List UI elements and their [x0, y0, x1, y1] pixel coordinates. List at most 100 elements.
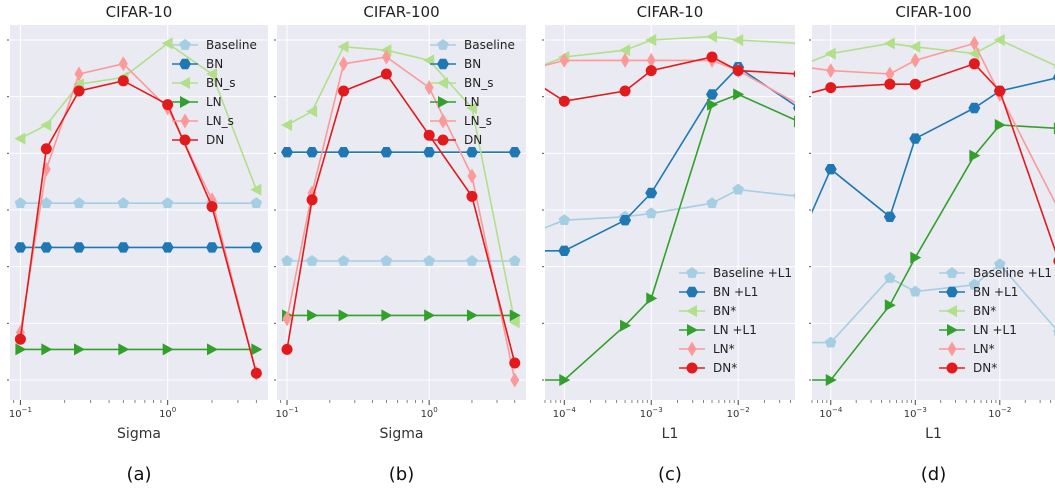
- data-point: [969, 35, 979, 51]
- legend-marker: [438, 96, 449, 108]
- data-point: [824, 47, 836, 60]
- legend-label: Baseline +L1: [713, 266, 792, 280]
- data-point: [250, 367, 262, 379]
- data-point: [620, 319, 632, 332]
- data-point: [207, 343, 219, 356]
- data-point: [826, 63, 836, 79]
- data-point: [281, 119, 293, 131]
- legend-label: BN +L1: [973, 285, 1018, 299]
- data-point: [646, 292, 658, 305]
- data-point: [250, 197, 263, 209]
- legend-marker: [946, 305, 957, 317]
- data-point: [508, 316, 520, 329]
- data-point: [885, 66, 895, 82]
- data-point: [465, 102, 477, 114]
- legend-label: LN: [464, 95, 480, 109]
- legend-label: DN*: [713, 361, 737, 375]
- legend-label: BN +L1: [713, 285, 758, 299]
- data-point: [532, 61, 543, 73]
- data-point: [558, 214, 570, 226]
- data-point: [558, 245, 571, 256]
- legend-marker: [686, 267, 698, 278]
- data-point: [706, 30, 718, 43]
- data-point: [509, 309, 521, 322]
- legend-label: LN_s: [464, 114, 492, 128]
- data-point: [792, 42, 795, 45]
- legend-label: BN_s: [206, 76, 235, 90]
- data-point: [306, 105, 318, 118]
- data-point: [380, 68, 392, 80]
- data-point: [40, 143, 52, 155]
- data-point: [800, 337, 811, 348]
- data-point: [794, 103, 795, 106]
- legend-marker: [179, 134, 191, 146]
- data-point: [467, 168, 477, 184]
- panel-4: 10−4 10−3 10−2 CIFAR-100 L1 (d) Baseline +L1 BN…: [799, 3, 1055, 485]
- legend-label: BN*: [973, 304, 996, 318]
- data-point: [645, 187, 658, 199]
- plot-background: [812, 25, 1055, 400]
- legend-label: BN: [206, 57, 223, 71]
- panel-2: 10−1 100 CIFAR-100 Sigma (b) Baseline BN BN_s LN…: [274, 3, 526, 485]
- data-point: [619, 85, 631, 97]
- data-point: [162, 343, 174, 356]
- data-point: [619, 44, 631, 57]
- data-point: [15, 343, 27, 356]
- data-point: [307, 309, 319, 322]
- legend-marker: [437, 134, 449, 146]
- data-point: [14, 333, 26, 345]
- data-point: [800, 89, 811, 100]
- data-point: [14, 132, 26, 145]
- data-point: [994, 119, 1006, 131]
- legend-marker: [179, 58, 191, 70]
- data-point: [707, 98, 719, 111]
- data-point: [968, 102, 981, 114]
- data-point: [380, 147, 393, 158]
- legend-marker: [947, 324, 958, 336]
- data-point: [883, 211, 896, 222]
- data-point: [994, 85, 1006, 97]
- data-point: [161, 37, 173, 50]
- data-point: [73, 242, 85, 253]
- legend-marker: [686, 362, 698, 374]
- data-point: [423, 255, 435, 266]
- data-point: [825, 374, 837, 386]
- data-point: [74, 66, 84, 82]
- data-point: [993, 34, 1005, 46]
- x-axis-label: Sigma: [117, 426, 161, 442]
- series-group: [281, 40, 521, 388]
- data-point: [338, 85, 350, 97]
- series-group: [799, 34, 1055, 386]
- data-point: [118, 56, 128, 72]
- data-point: [281, 255, 293, 266]
- data-point: [969, 149, 981, 162]
- x-axis-label: L1: [925, 426, 942, 442]
- panel-1: 10−1 100 CIFAR-10 Sigma (a) Baseline BN BN_s LN L…: [7, 3, 268, 485]
- legend: Baseline BN BN_s LN LN_s DN: [430, 38, 515, 147]
- data-point: [161, 242, 174, 253]
- legend-label: LN*: [713, 342, 735, 356]
- series-group: [532, 30, 795, 386]
- data-point: [793, 193, 795, 200]
- data-point: [799, 58, 810, 70]
- legend-label: LN +L1: [973, 323, 1017, 337]
- data-point: [534, 60, 543, 75]
- data-point: [381, 49, 391, 65]
- x-tick-label: 10−1: [276, 406, 299, 420]
- legend-label: LN*: [973, 342, 995, 356]
- x-axis-label: Sigma: [380, 426, 424, 442]
- data-point: [910, 52, 920, 68]
- data-point: [161, 197, 174, 209]
- panel-title: CIFAR-100: [363, 3, 439, 21]
- data-point: [1052, 66, 1055, 69]
- data-point: [793, 70, 795, 78]
- data-point: [162, 99, 174, 111]
- data-point: [337, 40, 349, 53]
- data-point: [465, 147, 478, 158]
- legend-marker: [686, 305, 697, 317]
- data-point: [909, 78, 921, 90]
- legend-marker: [946, 362, 958, 374]
- data-point: [306, 147, 319, 158]
- data-point: [1052, 73, 1055, 82]
